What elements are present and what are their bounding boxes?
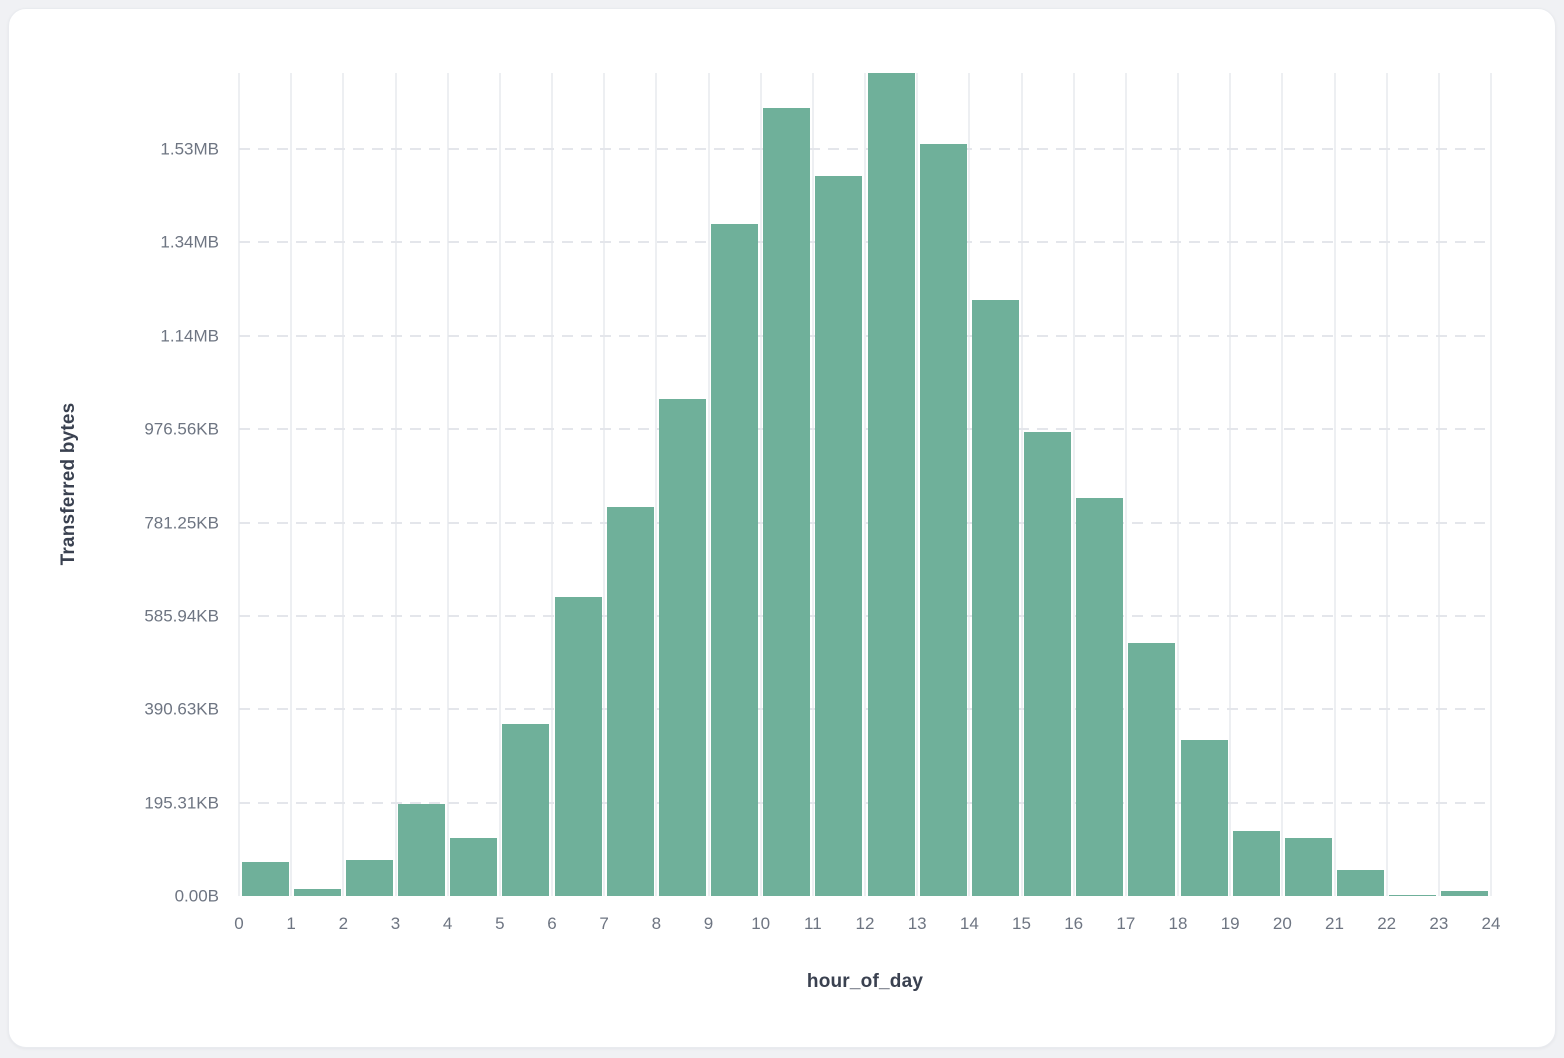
horizontal-gridline xyxy=(239,801,1491,804)
vertical-gridline xyxy=(1437,73,1440,896)
y-tick-label: 976.56KB xyxy=(144,419,219,439)
vertical-gridline xyxy=(1072,73,1075,896)
vertical-gridline xyxy=(1229,73,1232,896)
histogram-bar-hour-18[interactable] xyxy=(1180,740,1228,896)
histogram-bar-hour-4[interactable] xyxy=(450,838,498,896)
x-tick-label: 6 xyxy=(547,914,557,933)
histogram-bar-hour-19[interactable] xyxy=(1232,831,1280,896)
histogram-bar-hour-11[interactable] xyxy=(815,176,863,896)
x-tick-label: 19 xyxy=(1220,914,1240,933)
histogram-bar-hour-22[interactable] xyxy=(1389,894,1437,896)
vertical-gridline xyxy=(655,73,658,896)
x-tick-label: 10 xyxy=(751,914,771,933)
x-tick-label: 8 xyxy=(651,914,662,933)
y-tick-label: 1.14MB xyxy=(160,326,219,346)
histogram-bar-hour-13[interactable] xyxy=(919,143,967,896)
histogram-bar-hour-14[interactable] xyxy=(971,299,1019,896)
vertical-gridline xyxy=(1020,73,1023,896)
vertical-gridline xyxy=(498,73,501,896)
vertical-gridline xyxy=(1177,73,1179,896)
vertical-gridline xyxy=(864,73,866,896)
histogram-bar-hour-2[interactable] xyxy=(345,860,393,896)
y-tick-label: 390.63KB xyxy=(144,699,219,719)
histogram-bar-hour-23[interactable] xyxy=(1441,890,1489,896)
vertical-gridline xyxy=(1281,73,1284,896)
y-tick-label: 0.00B xyxy=(174,886,219,906)
vertical-gridline xyxy=(238,73,240,896)
x-axis-tick-labels: 0 1 2 3 4 5 6 7 8 9 10 11 12 13 14 15 16 17 18 19 20 21 22 23 24 xyxy=(234,914,1500,938)
histogram-bar-hour-3[interactable] xyxy=(398,804,446,896)
x-tick-label: 14 xyxy=(959,914,979,933)
y-tick-label: 585.94KB xyxy=(144,606,219,626)
vertical-gridline xyxy=(916,73,919,896)
vertical-gridline xyxy=(759,73,762,896)
horizontal-gridline xyxy=(239,708,1491,711)
x-axis-title: hour_of_day xyxy=(806,971,924,992)
y-tick-label: 781.25KB xyxy=(144,513,219,533)
x-tick-label: 1 xyxy=(286,914,296,933)
histogram-bar-hour-10[interactable] xyxy=(763,108,811,896)
histogram-bar-hour-20[interactable] xyxy=(1284,838,1332,896)
vertical-gridline xyxy=(1333,73,1336,896)
histogram-bar-hour-9[interactable] xyxy=(711,223,759,896)
vertical-gridline xyxy=(290,73,293,896)
y-tick-label: 1.53MB xyxy=(160,139,219,159)
horizontal-gridline xyxy=(239,334,1491,337)
x-tick-label: 9 xyxy=(703,914,714,933)
horizontal-gridline xyxy=(239,521,1491,524)
vertical-gridline xyxy=(968,73,971,896)
vertical-gridline xyxy=(342,73,345,896)
x-tick-label: 18 xyxy=(1168,914,1188,933)
x-tick-label: 12 xyxy=(855,914,875,933)
horizontal-gridline xyxy=(239,241,1491,244)
x-tick-label: 23 xyxy=(1429,914,1449,933)
horizontal-gridline xyxy=(239,428,1491,431)
x-tick-label: 13 xyxy=(907,914,927,933)
plot-area xyxy=(238,73,1492,896)
chart-card: Transferred bytes 0.00B 195.31KB 390.63KB 5… xyxy=(8,8,1556,1048)
vertical-gridline xyxy=(603,73,606,896)
vertical-gridline xyxy=(1385,73,1388,896)
vertical-gridline xyxy=(1124,73,1127,896)
y-tick-label: 195.31KB xyxy=(144,793,219,813)
x-tick-label: 21 xyxy=(1325,914,1344,933)
x-tick-label: 7 xyxy=(599,914,609,933)
histogram-bar-hour-17[interactable] xyxy=(1128,642,1176,896)
x-tick-label: 2 xyxy=(338,914,349,933)
x-tick-label: 24 xyxy=(1481,914,1501,933)
y-tick-label: 1.34MB xyxy=(160,232,219,252)
histogram-bar-hour-7[interactable] xyxy=(606,506,654,896)
x-tick-label: 17 xyxy=(1116,914,1136,933)
histogram-bar-hour-21[interactable] xyxy=(1337,869,1385,896)
horizontal-gridline xyxy=(239,614,1491,617)
x-tick-label: 22 xyxy=(1377,914,1397,933)
histogram-bar-hour-0[interactable] xyxy=(241,861,289,896)
vertical-gridline xyxy=(394,73,397,896)
vertical-gridline xyxy=(551,73,553,896)
horizontal-gridline xyxy=(239,148,1491,151)
histogram-bar-hour-15[interactable] xyxy=(1024,431,1072,896)
x-tick-label: 4 xyxy=(442,914,453,933)
x-tick-label: 5 xyxy=(495,914,505,933)
vertical-gridline xyxy=(811,73,814,896)
histogram-bar-hour-5[interactable] xyxy=(502,724,550,896)
x-tick-label: 11 xyxy=(804,914,822,933)
vertical-gridline xyxy=(446,73,449,896)
y-axis-tick-labels: 0.00B 195.31KB 390.63KB 585.94KB 781.25KB 976… xyxy=(9,73,219,905)
vertical-gridline xyxy=(707,73,710,896)
histogram-bar-hour-8[interactable] xyxy=(658,398,706,896)
x-tick-label: 0 xyxy=(234,914,244,933)
x-tick-label: 3 xyxy=(390,914,401,933)
histogram-bar-hour-16[interactable] xyxy=(1076,497,1124,896)
histogram-bar-hour-6[interactable] xyxy=(554,597,602,896)
histogram-bar-hour-12[interactable] xyxy=(867,73,915,896)
x-tick-label: 15 xyxy=(1012,914,1031,933)
x-tick-label: 16 xyxy=(1064,914,1084,933)
x-tick-label: 20 xyxy=(1272,914,1292,933)
vertical-gridline xyxy=(1490,73,1492,896)
histogram-bar-hour-1[interactable] xyxy=(293,889,341,896)
